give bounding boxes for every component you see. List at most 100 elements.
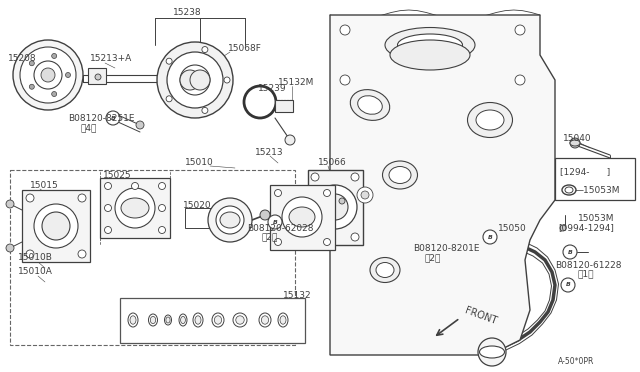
Ellipse shape: [280, 316, 286, 324]
Circle shape: [361, 191, 369, 199]
Ellipse shape: [467, 103, 513, 138]
Ellipse shape: [179, 314, 187, 326]
Ellipse shape: [278, 313, 288, 327]
Text: 15010B: 15010B: [18, 253, 53, 263]
Circle shape: [159, 205, 166, 212]
Circle shape: [282, 197, 322, 237]
Text: 15020: 15020: [183, 201, 212, 209]
Circle shape: [106, 111, 120, 125]
Text: 15132M: 15132M: [278, 77, 314, 87]
Text: B: B: [111, 115, 115, 121]
Circle shape: [167, 52, 223, 108]
Circle shape: [157, 42, 233, 118]
Circle shape: [560, 225, 566, 231]
Ellipse shape: [350, 90, 390, 121]
Ellipse shape: [370, 257, 400, 282]
Circle shape: [190, 70, 210, 90]
Circle shape: [26, 194, 34, 202]
Ellipse shape: [130, 316, 136, 324]
Circle shape: [515, 25, 525, 35]
Text: B08120-62028: B08120-62028: [247, 224, 314, 232]
Text: [1294-      ]: [1294- ]: [560, 167, 611, 176]
Circle shape: [224, 77, 230, 83]
Circle shape: [216, 206, 244, 234]
Circle shape: [563, 245, 577, 259]
Text: B08120-8251E: B08120-8251E: [68, 113, 134, 122]
Text: （4）: （4）: [80, 124, 97, 132]
Circle shape: [323, 238, 330, 246]
Ellipse shape: [565, 187, 573, 193]
Circle shape: [20, 47, 76, 103]
Circle shape: [78, 250, 86, 258]
Circle shape: [29, 84, 35, 89]
Text: 15010A: 15010A: [18, 267, 53, 276]
Circle shape: [136, 121, 144, 129]
Circle shape: [42, 212, 70, 240]
Circle shape: [52, 54, 57, 58]
Ellipse shape: [358, 96, 382, 114]
Circle shape: [351, 173, 359, 181]
Circle shape: [208, 198, 252, 242]
Circle shape: [6, 200, 14, 208]
Circle shape: [78, 194, 86, 202]
Circle shape: [13, 40, 83, 110]
Ellipse shape: [259, 313, 271, 327]
Ellipse shape: [390, 40, 470, 70]
Text: 15015: 15015: [30, 180, 59, 189]
Circle shape: [268, 215, 282, 229]
Ellipse shape: [128, 313, 138, 327]
Circle shape: [340, 25, 350, 35]
Ellipse shape: [562, 185, 576, 195]
Bar: [308, 170, 363, 245]
Text: B: B: [566, 282, 570, 288]
Text: B: B: [273, 219, 277, 224]
Bar: [120, 298, 305, 343]
Ellipse shape: [212, 313, 224, 327]
Circle shape: [131, 183, 138, 189]
Ellipse shape: [236, 316, 244, 324]
Circle shape: [570, 138, 580, 148]
Bar: [22, 190, 90, 262]
Circle shape: [275, 238, 282, 246]
Circle shape: [351, 233, 359, 241]
Bar: [555, 158, 635, 200]
Text: —15053M: —15053M: [575, 186, 621, 195]
Circle shape: [244, 86, 276, 118]
Ellipse shape: [397, 34, 463, 56]
Circle shape: [313, 185, 357, 229]
Text: 15068F: 15068F: [228, 44, 262, 52]
Circle shape: [6, 244, 14, 252]
Circle shape: [115, 188, 155, 228]
Ellipse shape: [261, 316, 269, 324]
Circle shape: [478, 338, 506, 366]
Bar: [88, 68, 106, 84]
Ellipse shape: [150, 317, 156, 324]
Ellipse shape: [376, 263, 394, 278]
Circle shape: [340, 75, 350, 85]
Circle shape: [95, 74, 101, 80]
Text: A-50*0PR: A-50*0PR: [558, 357, 595, 366]
Text: 〈1〉: 〈1〉: [578, 269, 595, 279]
Circle shape: [180, 70, 200, 90]
Ellipse shape: [214, 316, 221, 324]
Circle shape: [275, 189, 282, 196]
Circle shape: [104, 205, 111, 212]
Text: B08120-8201E: B08120-8201E: [413, 244, 479, 253]
Text: 15053M: 15053M: [578, 214, 614, 222]
Ellipse shape: [148, 314, 157, 326]
Ellipse shape: [195, 316, 201, 324]
Ellipse shape: [289, 207, 315, 227]
Text: FRONT: FRONT: [463, 305, 498, 326]
Circle shape: [52, 92, 57, 96]
Text: 15025: 15025: [103, 170, 132, 180]
Ellipse shape: [476, 110, 504, 130]
Circle shape: [202, 108, 208, 113]
Ellipse shape: [193, 313, 203, 327]
Circle shape: [41, 68, 55, 82]
Text: 15010: 15010: [185, 157, 214, 167]
Circle shape: [285, 135, 295, 145]
Ellipse shape: [570, 140, 580, 146]
Circle shape: [104, 227, 111, 234]
Circle shape: [483, 230, 497, 244]
Circle shape: [515, 75, 525, 85]
